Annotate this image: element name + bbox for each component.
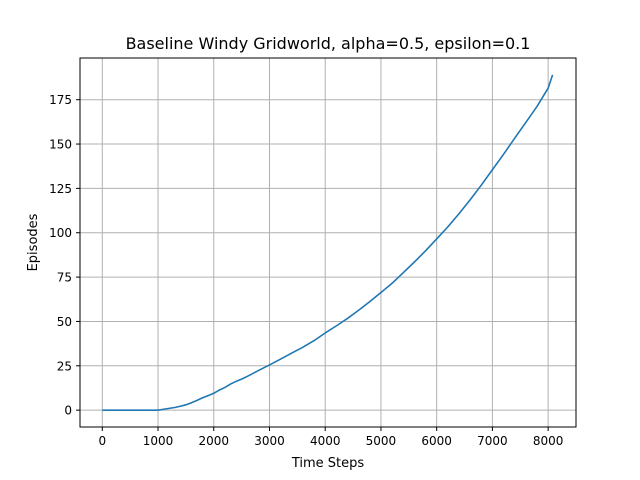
x-tick-label: 4000	[310, 434, 341, 448]
y-tick-label: 75	[57, 271, 72, 285]
y-tick-label: 50	[57, 315, 72, 329]
y-tick-label: 100	[49, 226, 72, 240]
y-tick-label: 150	[49, 138, 72, 152]
x-tick-label: 1000	[143, 434, 174, 448]
y-tick-label: 0	[64, 404, 72, 418]
x-tick-label: 0	[98, 434, 106, 448]
x-axis-label: Time Steps	[291, 456, 365, 471]
series-line	[102, 74, 554, 411]
tick-layer: 0 1000 2000 3000 4000 5000 6000 7000 8000 0 25 50 75…	[49, 93, 563, 448]
y-tick-label: 175	[49, 93, 72, 107]
chart-title: Baseline Windy Gridworld, alpha=0.5, eps…	[126, 34, 531, 53]
y-tick-label: 125	[49, 182, 72, 196]
grid-layer	[80, 58, 576, 427]
x-tick-label: 7000	[477, 434, 508, 448]
x-tick-label: 8000	[533, 434, 564, 448]
x-tick-label: 3000	[254, 434, 285, 448]
y-tick-label: 25	[57, 359, 72, 373]
x-tick-label: 6000	[421, 434, 452, 448]
x-tick-label: 5000	[366, 434, 397, 448]
series-layer	[102, 74, 554, 411]
x-tick-label: 2000	[198, 434, 229, 448]
plot-frame	[79, 57, 577, 428]
y-axis-label: Episodes	[26, 213, 41, 271]
